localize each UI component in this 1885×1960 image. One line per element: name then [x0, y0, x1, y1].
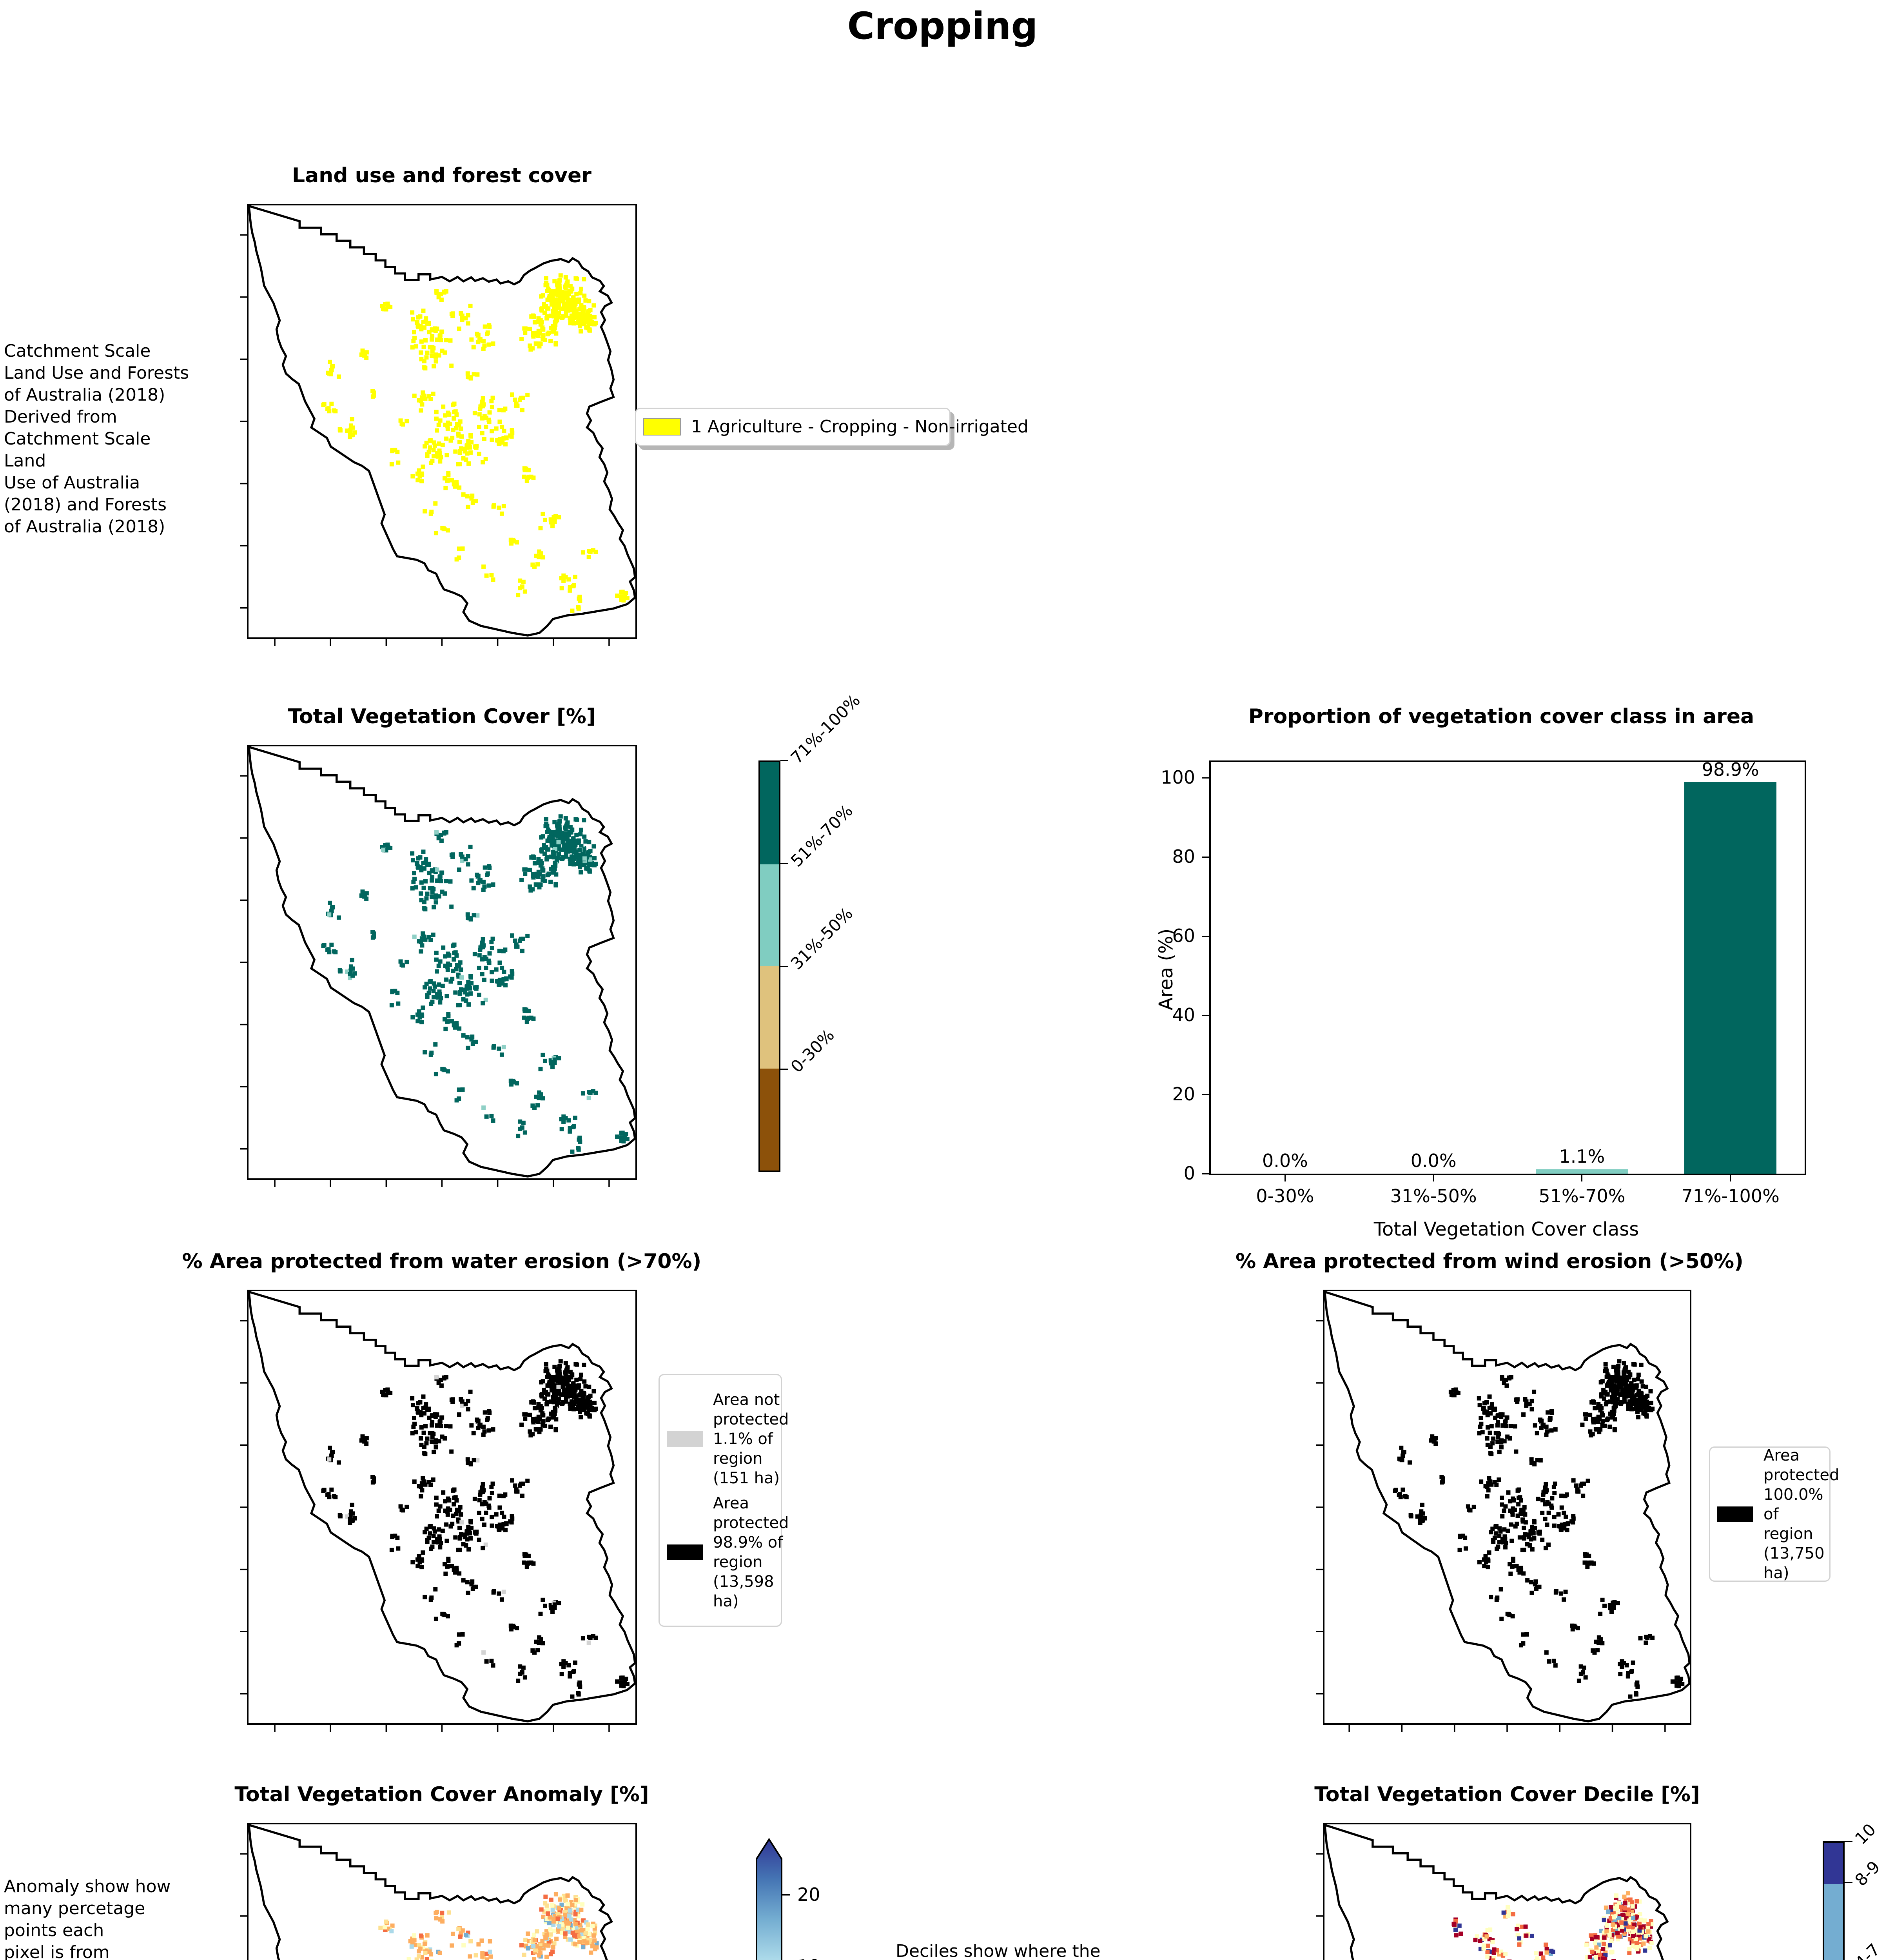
decile-colorbar-segment-1	[1824, 1884, 1843, 1960]
y-tick-label: 20	[1172, 1083, 1195, 1105]
wind-pixels	[1393, 1359, 1685, 1699]
decile-title: Total Vegetation Cover Decile [%]	[1314, 1783, 1700, 1806]
water-legend-swatch-notprotected	[667, 1431, 703, 1447]
bar-value-label: 98.9%	[1702, 759, 1759, 780]
x-tick-label: 71%-100%	[1681, 1185, 1780, 1207]
landuse-title: Land use and forest cover	[292, 164, 591, 187]
decile-colorbar-tick-label: 10	[1851, 1820, 1880, 1848]
anomaly-colorbar-tick-label: 20	[797, 1884, 820, 1905]
bar-value-label: 0.0%	[1410, 1150, 1457, 1171]
decile-colorbar-tick-label: 4-7	[1851, 1940, 1884, 1960]
catchment-outline	[1323, 1290, 1691, 1722]
bar-51%-70%	[1536, 1169, 1628, 1174]
landuse-legend-swatch	[643, 418, 681, 436]
proportion-ylabel: Area (%)	[1155, 928, 1177, 1011]
wind-legend: Area protected 100.0% of region (13,750 …	[1709, 1446, 1839, 1582]
catchment-outline	[247, 1290, 636, 1722]
vegcover-colorbar: 71%-100% 51%-70% 31%-50% 0-30%	[758, 691, 984, 1196]
landuse-legend: 1 Agriculture - Cropping - Non-irrigated	[635, 408, 1029, 446]
y-tick-label: 60	[1172, 925, 1195, 947]
catchment-outline	[247, 745, 636, 1178]
x-tick-label: 31%-50%	[1390, 1185, 1477, 1207]
water-title: % Area protected from water erosion (>70…	[182, 1250, 702, 1273]
water-legend: Area not protected 1.1% of region (151 h…	[659, 1374, 789, 1627]
landuse-note: Catchment Scale Land Use and Forests of …	[4, 341, 189, 537]
vegcover-title: Total Vegetation Cover [%]	[288, 705, 596, 728]
catchment-outline	[1323, 1823, 1669, 1960]
catchment-outline	[247, 204, 636, 637]
decile-colorbar-bar	[1823, 1841, 1845, 1960]
proportion-xlabel: Total Vegetation Cover class	[1373, 1218, 1639, 1240]
x-tick-label: 0-30%	[1256, 1185, 1314, 1207]
bar-value-label: 0.0%	[1262, 1150, 1308, 1171]
decile-colorbar-tick-label: 8-9	[1851, 1857, 1884, 1890]
y-tick-label: 0	[1183, 1163, 1195, 1184]
anomaly-pixels	[378, 1892, 599, 1960]
wind-title: % Area protected from wind erosion (>50%…	[1236, 1250, 1743, 1273]
water-legend-label-notprotected: Area not protected 1.1% of region (151 h…	[713, 1390, 789, 1487]
x-tick-label: 51%-70%	[1538, 1185, 1626, 1207]
wind-legend-swatch	[1717, 1506, 1753, 1522]
vegcover-map	[240, 745, 637, 1187]
vegcover-colorbar-tick-label: 31%-50%	[787, 904, 857, 973]
vegcover-colorbar-segment-0	[760, 762, 779, 864]
y-tick-label: 100	[1161, 767, 1195, 788]
water-pixels	[321, 1359, 630, 1699]
water-map	[240, 1290, 637, 1732]
wind-map	[1316, 1290, 1691, 1732]
decile-colorbar-segment-0	[1824, 1843, 1843, 1884]
vegcover-colorbar-tick-label: 0-30%	[787, 1025, 838, 1076]
landuse-legend-label: 1 Agriculture - Cropping - Non-irrigated	[691, 417, 1029, 437]
vegcover-colorbar-segment-1	[760, 864, 779, 966]
vegcover-colorbar-tick-label: 71%-100%	[787, 690, 864, 768]
anomaly-map	[240, 1823, 637, 1960]
water-legend-entry-notprotected: Area not protected 1.1% of region (151 h…	[667, 1390, 789, 1488]
y-tick-label: 40	[1172, 1004, 1195, 1026]
proportion-title: Proportion of vegetation cover class in …	[1248, 705, 1754, 728]
page-title: Cropping	[847, 5, 1038, 48]
decile-map	[1316, 1823, 1691, 1960]
vegcover-colorbar-segment-2	[760, 966, 779, 1069]
vegcover-pixels	[321, 814, 630, 1154]
proportion-bar-chart: 0 20 40 60 80 100 0-30% 0.0% 31%-50% 0.0% 51%-70% 1…	[1161, 759, 1806, 1207]
bar-value-label: 1.1%	[1559, 1145, 1605, 1167]
decile-colorbar: 108-94-72-31	[1823, 1820, 1885, 1960]
anomaly-title: Total Vegetation Cover Anomaly [%]	[234, 1783, 649, 1806]
water-legend-swatch-protected	[667, 1544, 703, 1560]
anomaly-colorbar: 20100−10−20	[756, 1838, 913, 1960]
landuse-map	[240, 204, 637, 646]
catchment-outline	[247, 1823, 613, 1960]
anomaly-colorbar-tick-label: 10	[797, 1956, 820, 1960]
vegcover-colorbar-tick-label: 51%-70%	[787, 800, 857, 871]
bar-71%-100%	[1684, 782, 1777, 1174]
water-legend-entry-protected: Area protected 98.9% of region (13,598 h…	[667, 1494, 789, 1611]
vegcover-colorbar-bar	[758, 760, 780, 1172]
water-legend-label-protected: Area protected 98.9% of region (13,598 h…	[713, 1494, 789, 1610]
y-tick-label: 80	[1172, 846, 1195, 867]
wind-legend-label: Area protected 100.0% of region (13,750 …	[1763, 1446, 1840, 1582]
decile-pixels	[1451, 1891, 1654, 1960]
decile-note: Deciles show where the pixel value lies …	[896, 1941, 1101, 1960]
vegcover-colorbar-segment-3	[760, 1068, 779, 1171]
landuse-pixels	[321, 273, 630, 613]
anomaly-note: Anomaly show how many percetage points e…	[4, 1877, 171, 1960]
